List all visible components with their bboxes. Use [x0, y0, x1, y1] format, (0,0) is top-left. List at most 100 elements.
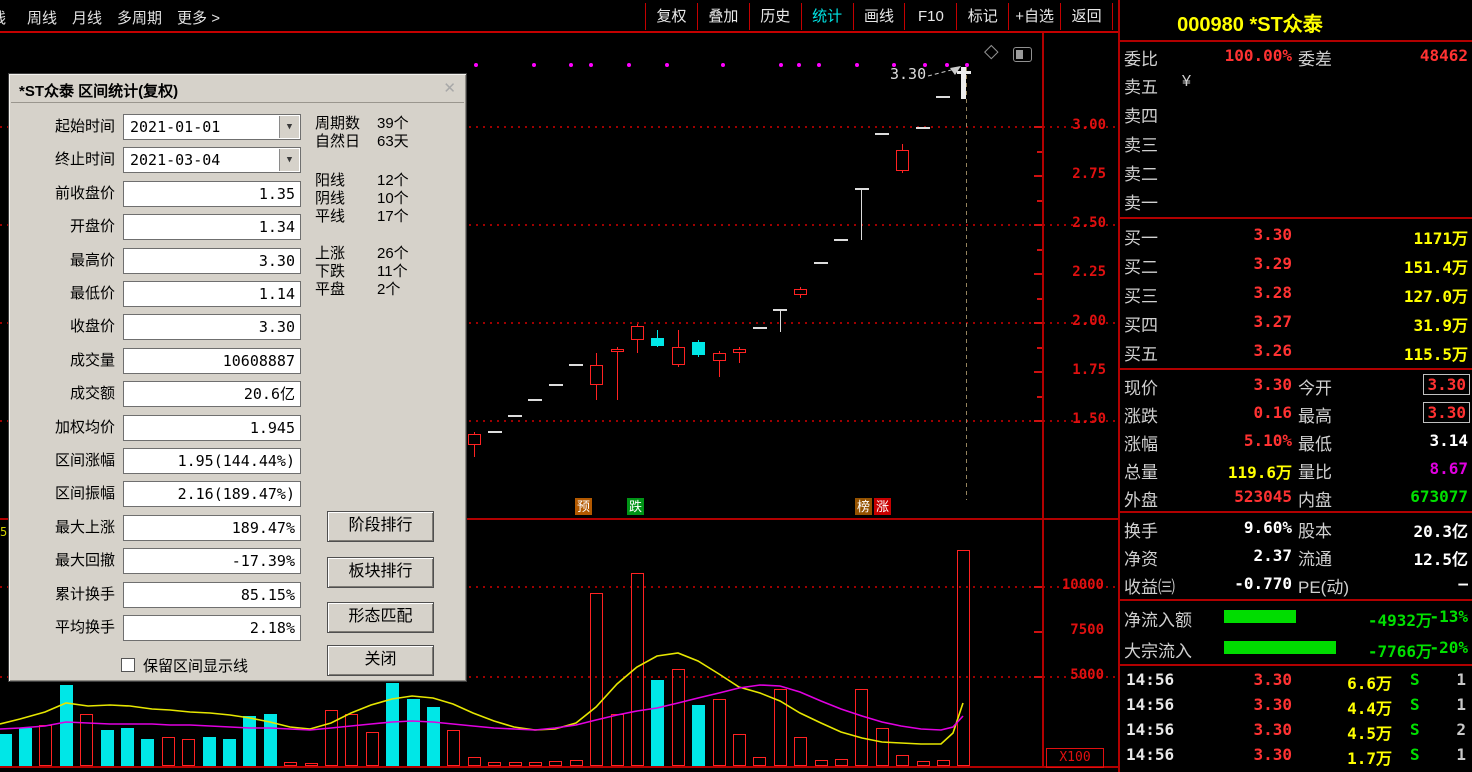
- field-label: 累计换手: [54, 585, 115, 603]
- trade-side: S: [1410, 670, 1420, 689]
- stat-line: 周期数 39个: [315, 115, 409, 132]
- volume-bar: [671, 668, 685, 766]
- field-value: 20.6亿: [123, 381, 301, 408]
- menu-left: 线周线月线多周期更多 >: [0, 5, 235, 29]
- price-tick-label: 1.50: [1072, 411, 1106, 427]
- volume-bar: [263, 713, 277, 766]
- marker-dot: [589, 63, 593, 67]
- volume-bar: [345, 713, 359, 766]
- trade-side: S: [1410, 695, 1420, 714]
- candle-flat: [508, 415, 522, 418]
- menu-item-标记[interactable]: 标记: [956, 3, 1008, 30]
- candle-body: [590, 365, 604, 385]
- buy-row: 买四 3.27 31.9万: [1124, 312, 1468, 335]
- field-value: 3.30: [123, 314, 301, 341]
- field-date-input[interactable]: 2021-01-01 ▼: [123, 114, 301, 140]
- volume-bar: [814, 759, 828, 766]
- currency-symbol: ¥: [1182, 73, 1191, 90]
- price-tick: [1034, 322, 1042, 324]
- volume-bar: [957, 550, 971, 766]
- last-price-annotation: 3.30: [890, 65, 927, 83]
- flow-row: 净流入额 -4932万 -13%: [1124, 607, 1468, 630]
- price-tick-label: 2.25: [1072, 264, 1106, 280]
- price-tick: [1034, 371, 1042, 373]
- menu-item-4[interactable]: 更多 >: [177, 9, 220, 27]
- menu-item-叠加[interactable]: 叠加: [696, 3, 749, 30]
- menu-item-3[interactable]: 多周期: [117, 9, 163, 27]
- region-end-line: [966, 67, 967, 500]
- menu-item-F10[interactable]: F10: [904, 3, 956, 30]
- menu-item-2[interactable]: 月线: [72, 9, 103, 27]
- keep-region-line-checkbox[interactable]: [121, 658, 135, 672]
- panel-separator: [1120, 664, 1472, 666]
- volume-bar: [222, 739, 236, 766]
- volume-bar: [406, 699, 420, 766]
- candle-wick: [616, 347, 618, 401]
- buy-row: 买五 3.26 115.5万: [1124, 341, 1468, 364]
- price-minor-tick: [1037, 297, 1042, 300]
- dropdown-button[interactable]: ▼: [279, 116, 299, 138]
- buy-row: 买三 3.28 127.0万: [1124, 283, 1468, 306]
- badge-跌[interactable]: 跌: [627, 498, 644, 515]
- field-value: 10608887: [123, 347, 301, 374]
- flow-row: 大宗流入 -7766万 -20%: [1124, 638, 1468, 661]
- marker-dot: [797, 63, 801, 67]
- chart-bottom-border: [0, 766, 1118, 768]
- volume-bar: [365, 731, 379, 766]
- close-button[interactable]: 关闭: [327, 645, 434, 676]
- sector-ranking-button[interactable]: 板块排行: [327, 557, 434, 588]
- candle-flat: [916, 126, 930, 129]
- price-tick: [1034, 224, 1042, 226]
- marker-dot: [569, 63, 573, 67]
- menu-item-1[interactable]: 周线: [27, 9, 58, 27]
- panel-separator: [1120, 599, 1472, 601]
- volume-bar: [141, 739, 155, 766]
- pattern-match-button[interactable]: 形态匹配: [327, 602, 434, 633]
- badge-预[interactable]: 预: [575, 498, 592, 515]
- detail-row: 外盘 523045 内盘 673077: [1124, 487, 1468, 510]
- price-tick-label: 3.00: [1072, 117, 1106, 133]
- close-icon[interactable]: ✕: [443, 80, 456, 97]
- stage-ranking-button[interactable]: 阶段排行: [327, 511, 434, 542]
- menu-item-partial[interactable]: 线: [0, 7, 12, 28]
- price-minor-tick: [1037, 248, 1042, 251]
- menu-item-+自选[interactable]: +自选: [1008, 3, 1060, 30]
- layout-icon[interactable]: [1013, 47, 1032, 62]
- volume-bar: [284, 761, 298, 766]
- menu-item-返回[interactable]: 返回: [1060, 3, 1112, 30]
- volume-bar: [80, 713, 94, 766]
- field-value: 1.34: [123, 214, 301, 241]
- volume-bar: [569, 759, 583, 766]
- candle-flat: [875, 132, 890, 135]
- volume-bar: [18, 728, 32, 766]
- volume-bar: [610, 713, 624, 766]
- volume-bar: [202, 737, 216, 766]
- menu-item-画线[interactable]: 画线: [852, 3, 905, 30]
- volume-bar: [182, 739, 196, 766]
- badge-榜[interactable]: 榜: [855, 498, 872, 515]
- price-minor-tick: [1037, 199, 1042, 202]
- menu-item-统计[interactable]: 统计: [800, 3, 853, 30]
- diamond-icon[interactable]: ◇: [984, 41, 999, 62]
- detail-row: 涨跌 0.16 最高 3.30: [1120, 399, 1472, 427]
- menu-item-复权[interactable]: 复权: [656, 8, 687, 25]
- dialog-titlebar[interactable]: *ST众泰 区间统计(复权) ✕: [11, 76, 464, 103]
- volume-bar: [712, 699, 726, 766]
- field-label: 最低价: [69, 285, 115, 302]
- dropdown-button[interactable]: ▼: [279, 149, 299, 172]
- marker-dot: [965, 63, 969, 67]
- tick-row: 14:56 3.30 4.5万 S 2: [1126, 720, 1466, 743]
- badge-涨[interactable]: 涨: [874, 498, 891, 515]
- volume-bar: [875, 728, 889, 766]
- volume-bar: [916, 760, 930, 766]
- menu-item-历史[interactable]: 历史: [748, 3, 801, 30]
- candle-flat: [548, 383, 563, 386]
- sell-row: 卖四: [1124, 107, 1158, 126]
- field-date-input[interactable]: 2021-03-04 ▼: [123, 147, 301, 174]
- tick-row: 14:56 3.30 6.6万 S 1: [1126, 670, 1466, 693]
- weibi-value: 100.00%: [1224, 46, 1292, 65]
- fund-row: 收益㈢ -0.770 PE(动) –: [1124, 574, 1468, 597]
- price-gridline: [0, 224, 1117, 226]
- price-tick-label: 2.75: [1072, 166, 1106, 182]
